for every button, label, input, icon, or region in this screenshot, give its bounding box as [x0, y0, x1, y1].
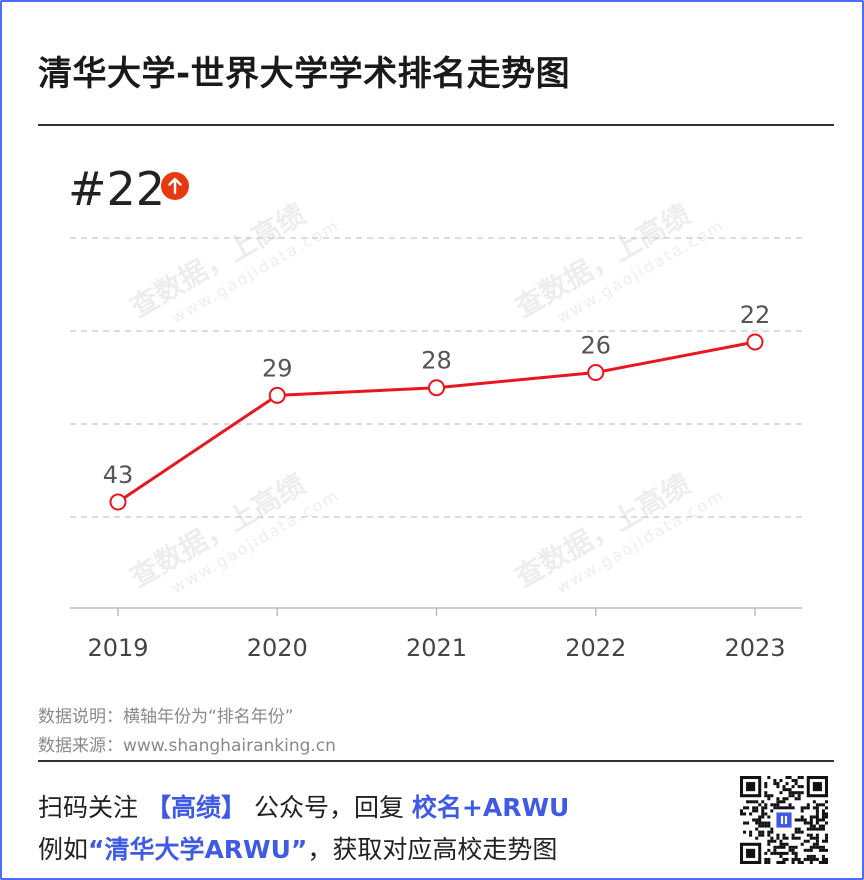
- source-note: 数据来源：www.shanghairanking.cn: [38, 736, 336, 756]
- data-point: [268, 386, 286, 404]
- axis-note: 数据说明：横轴年份为“排名年份”: [38, 707, 294, 727]
- promo-example: “清华大学ARWU”: [88, 835, 308, 864]
- page-title: 清华大学-世界大学学术排名走势图: [38, 54, 571, 94]
- promo-mid: 公众号，回复: [253, 793, 404, 822]
- x-tick-label: 2019: [87, 634, 148, 662]
- promo-line-2: 例如“清华大学ARWU”，获取对应高校走势图: [38, 830, 557, 866]
- reply-keyword: 校名+ARWU: [411, 793, 570, 822]
- data-point: [428, 379, 445, 397]
- data-label: 43: [103, 461, 134, 489]
- qr-code[interactable]: [740, 776, 828, 864]
- promo-line-1: 扫码关注 【高绩】 公众号，回复 校名+ARWU: [38, 788, 569, 824]
- line-chart: 2019 2020 2021 2022 2023 43 29 28 26 22: [70, 237, 802, 662]
- data-point: [109, 493, 127, 511]
- x-tick-label: 2020: [247, 634, 308, 662]
- promo-prefix: 扫码关注: [38, 793, 139, 822]
- promo-suffix: ，获取对应高校走势图: [307, 835, 558, 864]
- brand-name: 【高绩】: [145, 793, 246, 822]
- data-label: 26: [580, 331, 611, 359]
- data-label: 22: [740, 301, 771, 329]
- x-tick-label: 2023: [724, 634, 785, 662]
- promo-example-prefix: 例如: [38, 835, 89, 864]
- x-tick-label: 2022: [565, 634, 626, 662]
- footer-divider: [38, 760, 834, 762]
- current-rank: #22: [68, 162, 166, 216]
- data-label: 28: [421, 347, 452, 375]
- data-point: [746, 333, 764, 351]
- data-label: 29: [262, 354, 293, 382]
- arrow-up-icon: [161, 172, 189, 200]
- data-point: [587, 363, 605, 381]
- x-tick-label: 2021: [406, 634, 467, 662]
- title-divider: [38, 124, 834, 126]
